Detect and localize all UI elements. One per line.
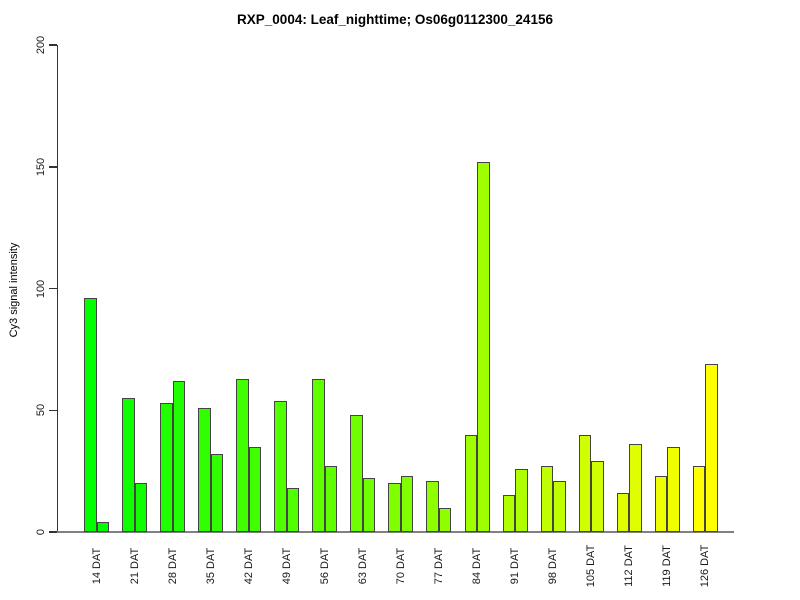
chart-title: RXP_0004: Leaf_nighttime; Os06g0112300_2… bbox=[237, 12, 553, 27]
x-axis-label: 126 DAT bbox=[699, 544, 712, 588]
x-axis-label: 21 DAT bbox=[128, 547, 141, 585]
bar bbox=[210, 454, 224, 532]
y-tick-label: 150 bbox=[35, 157, 47, 176]
x-axis-label: 42 DAT bbox=[242, 547, 255, 585]
bar bbox=[362, 478, 376, 532]
bar bbox=[540, 466, 554, 532]
bar bbox=[629, 444, 642, 532]
y-tick-mark bbox=[49, 531, 57, 533]
bar bbox=[515, 468, 528, 532]
x-axis-label: 63 DAT bbox=[356, 547, 369, 585]
plot-area: 0 50 100 150 200 14 DAT 21 DAT 28 DAT 35 DAT 42 D… bbox=[35, 36, 734, 587]
y-tick-label: 50 bbox=[35, 404, 47, 417]
x-axis-label: 77 DAT bbox=[432, 547, 445, 585]
x-axis-label: 56 DAT bbox=[318, 547, 331, 585]
bar bbox=[160, 402, 173, 532]
bar bbox=[400, 476, 414, 532]
bar bbox=[464, 434, 477, 532]
y-axis-label: Cy3 signal intensity bbox=[8, 242, 20, 338]
bar bbox=[172, 381, 186, 532]
bar bbox=[312, 378, 325, 532]
y-tick-mark bbox=[49, 287, 57, 290]
x-axis-label: 91 DAT bbox=[509, 547, 522, 585]
x-axis-label: 98 DAT bbox=[547, 547, 560, 585]
y-tick-mark bbox=[49, 166, 57, 168]
y-tick-label: 200 bbox=[35, 35, 47, 55]
bar bbox=[502, 495, 516, 532]
x-axis-label: 112 DAT bbox=[623, 545, 636, 587]
bar bbox=[84, 298, 97, 532]
x-axis-label: 105 DAT bbox=[585, 544, 598, 588]
bar bbox=[134, 483, 148, 532]
bar bbox=[438, 507, 452, 532]
y-tick-mark bbox=[49, 409, 57, 411]
bar bbox=[350, 415, 363, 532]
bar bbox=[236, 378, 249, 532]
bar bbox=[274, 400, 287, 532]
bar bbox=[654, 476, 668, 532]
bar bbox=[477, 161, 490, 532]
bar bbox=[198, 407, 211, 532]
x-axis-label: 28 DAT bbox=[166, 547, 179, 585]
bar bbox=[705, 364, 718, 532]
bar bbox=[616, 493, 630, 532]
bar bbox=[388, 483, 401, 532]
bar bbox=[591, 461, 604, 532]
bar bbox=[578, 434, 592, 532]
y-tick-label: 100 bbox=[35, 279, 47, 298]
bar bbox=[248, 446, 262, 532]
x-axis-label: 84 DAT bbox=[471, 547, 483, 585]
x-axis-label: 35 DAT bbox=[204, 547, 217, 585]
x-axis-label: 119 DAT bbox=[661, 545, 674, 587]
bar bbox=[122, 398, 135, 532]
bar bbox=[324, 466, 338, 532]
y-tick-label: 0 bbox=[35, 528, 47, 536]
bar bbox=[667, 446, 680, 532]
x-axis-label: 14 DAT bbox=[90, 547, 103, 585]
bar bbox=[553, 480, 566, 532]
bar bbox=[426, 480, 439, 532]
bar bbox=[286, 488, 300, 532]
x-axis-label: 70 DAT bbox=[394, 547, 407, 585]
bar bbox=[96, 522, 109, 532]
x-axis-baseline bbox=[56, 531, 734, 533]
y-tick-mark bbox=[49, 44, 57, 46]
bar bbox=[692, 466, 706, 532]
x-axis-label: 49 DAT bbox=[280, 547, 293, 585]
